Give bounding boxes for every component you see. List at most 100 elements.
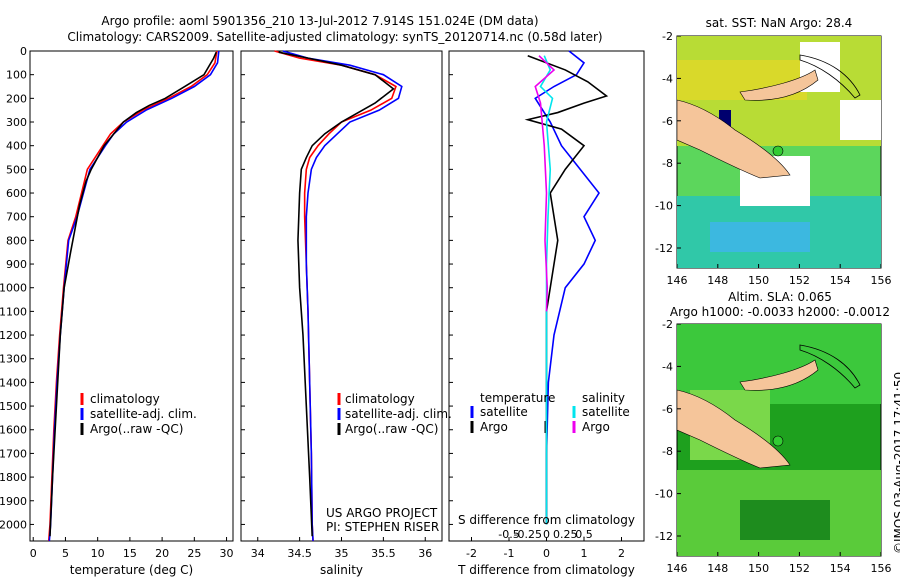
sal-satellite-line (282, 50, 403, 542)
depth-tick-label: 300 (6, 116, 27, 129)
map-y-tick-label: -12 (655, 242, 673, 255)
map-x-tick-label: 148 (707, 274, 728, 287)
x-tick-label: 34.5 (287, 547, 312, 560)
depth-tick-label: 800 (6, 234, 27, 247)
t-diff-axis-label: T difference from climatology (458, 563, 635, 577)
map-x-tick-label: 156 (871, 562, 892, 575)
depth-tick-label: 700 (6, 211, 27, 224)
map-x-tick-label: 154 (830, 274, 851, 287)
depth-tick-label: 1100 (0, 305, 27, 318)
temperature-panel-frame (29, 50, 234, 542)
diff-legend-temperature: temperature (480, 391, 556, 405)
diff-legend-t-satellite: satellite (480, 405, 528, 419)
legend-satellite-label: satellite-adj. clim. (345, 407, 452, 421)
depth-tick-label: 1400 (0, 376, 27, 389)
x-tick-label: 0 (543, 547, 550, 560)
sst-map-title: sat. SST: NaN Argo: 28.4 (705, 16, 853, 30)
legend-climatology-label: climatology (90, 392, 160, 406)
map-x-tick-label: 150 (748, 562, 769, 575)
map-x-tick-label: 154 (830, 562, 851, 575)
map-y-tick-label: -6 (662, 403, 673, 416)
sst-map-axes: 146 148 150 152 154 156 -2 -4 -6 -8 -10 -12 (655, 30, 891, 287)
project-name: US ARGO PROJECT (326, 506, 438, 520)
t-diff-satellite-line (534, 50, 600, 525)
x-tick-label: -2 (466, 547, 477, 560)
map-x-tick-label: 150 (748, 274, 769, 287)
salinity-axis-label: salinity (319, 563, 364, 577)
map-x-tick-label: 156 (871, 274, 892, 287)
x-tick-label: 10 (91, 547, 105, 560)
map-y-tick-label: -12 (655, 530, 673, 543)
diff-legend-salinity: salinity (582, 391, 626, 405)
s-diff-satellite-line (539, 55, 554, 525)
salinity-chart: 34 34.5 35 35.5 36 (251, 50, 432, 560)
x-tick-label: 25 (187, 547, 201, 560)
map-x-tick-label: 146 (667, 274, 688, 287)
diff-legend-s-satellite: satellite (582, 405, 630, 419)
legend-argo-label: Argo(..raw -QC) (90, 422, 184, 436)
depth-tick-label: 1600 (0, 424, 27, 437)
x-tick-label: 20 (155, 547, 169, 560)
map-x-tick-label: 152 (789, 274, 810, 287)
depth-tick-label: 400 (6, 140, 27, 153)
legend-argo-label: Argo(..raw -QC) (345, 422, 439, 436)
depth-tick-label: 0 (20, 45, 27, 58)
map-y-tick-label: -8 (662, 445, 673, 458)
x-tick-label: 34 (251, 547, 265, 560)
map-y-tick-label: -4 (662, 360, 673, 373)
depth-tick-label: 100 (6, 69, 27, 82)
diff-legend-t-argo: Argo (480, 420, 508, 434)
diff-legend-s-argo: Argo (582, 420, 610, 434)
depth-tick-label: 1300 (0, 353, 27, 366)
s-diff-axis-label: S difference from climatology (458, 513, 635, 527)
difference-chart: -2 -1 0 1 2 -0.5-0.25 0 0.250.5 (466, 50, 625, 560)
temperature-axis-label: temperature (deg C) (69, 563, 194, 577)
x-tick-label: 0 (30, 547, 37, 560)
depth-axis: 0 100 200 300 400 500 600 700 800 900 1000 1100 1200… (0, 45, 453, 531)
map-x-tick-label: 152 (789, 562, 810, 575)
depth-tick-label: 1800 (0, 471, 27, 484)
map-y-tick-label: -10 (655, 200, 673, 213)
s-diff-argo-line (534, 55, 556, 312)
depth-tick-label: 2000 (0, 518, 27, 531)
project-pi: PI: STEPHEN RISER (326, 520, 440, 534)
depth-tick-label: 500 (6, 163, 27, 176)
t-diff-argo-line (524, 54, 609, 525)
imos-stamp: ©IMOS 03-Aug-2017 17:41:50 (892, 371, 900, 554)
title-line-1: Argo profile: aoml 5901356_210 13-Jul-20… (101, 14, 539, 28)
map-x-tick-label: 148 (707, 562, 728, 575)
legend-climatology-label: climatology (345, 392, 415, 406)
x-tick-label: 36 (418, 547, 432, 560)
sla-map (676, 323, 882, 557)
depth-tick-label: 1000 (0, 282, 27, 295)
map-y-tick-label: -2 (662, 30, 673, 43)
depth-tick-label: 900 (6, 258, 27, 271)
depth-tick-label: 1500 (0, 400, 27, 413)
map-y-tick-label: -2 (662, 318, 673, 331)
depth-tick-label: 200 (6, 92, 27, 105)
map-y-tick-label: -10 (655, 488, 673, 501)
s-diff-tick-label: -0.5 (498, 528, 519, 541)
legend-satellite-label: satellite-adj. clim. (90, 407, 197, 421)
map-x-tick-label: 146 (667, 562, 688, 575)
title-line-2: Climatology: CARS2009. Satellite-adjuste… (67, 30, 603, 44)
x-tick-label: 35 (335, 547, 349, 560)
map-y-tick-label: -8 (662, 157, 673, 170)
depth-tick-label: 1200 (0, 329, 27, 342)
x-tick-label: -1 (504, 547, 515, 560)
sal-argo-line (278, 51, 395, 537)
x-tick-label: 30 (220, 547, 234, 560)
x-tick-label: 1 (581, 547, 588, 560)
salinity-panel-frame (240, 50, 443, 542)
s-diff-tick-label: -0.25 (514, 528, 542, 541)
sla-map-title-1: Altim. SLA: 0.065 (728, 290, 832, 304)
sla-map-title-2: Argo h1000: -0.0033 h2000: -0.0012 (669, 305, 891, 319)
temperature-chart: 0 5 10 15 20 25 30 (30, 50, 234, 560)
sla-map-axes: 146 148 150 152 154 156 -2 -4 -6 -8 -10 -12 (655, 318, 891, 575)
map-y-tick-label: -4 (662, 72, 673, 85)
temp-argo-line (49, 51, 217, 537)
x-tick-label: 5 (62, 547, 69, 560)
x-tick-label: 2 (618, 547, 625, 560)
sst-map (676, 35, 882, 269)
